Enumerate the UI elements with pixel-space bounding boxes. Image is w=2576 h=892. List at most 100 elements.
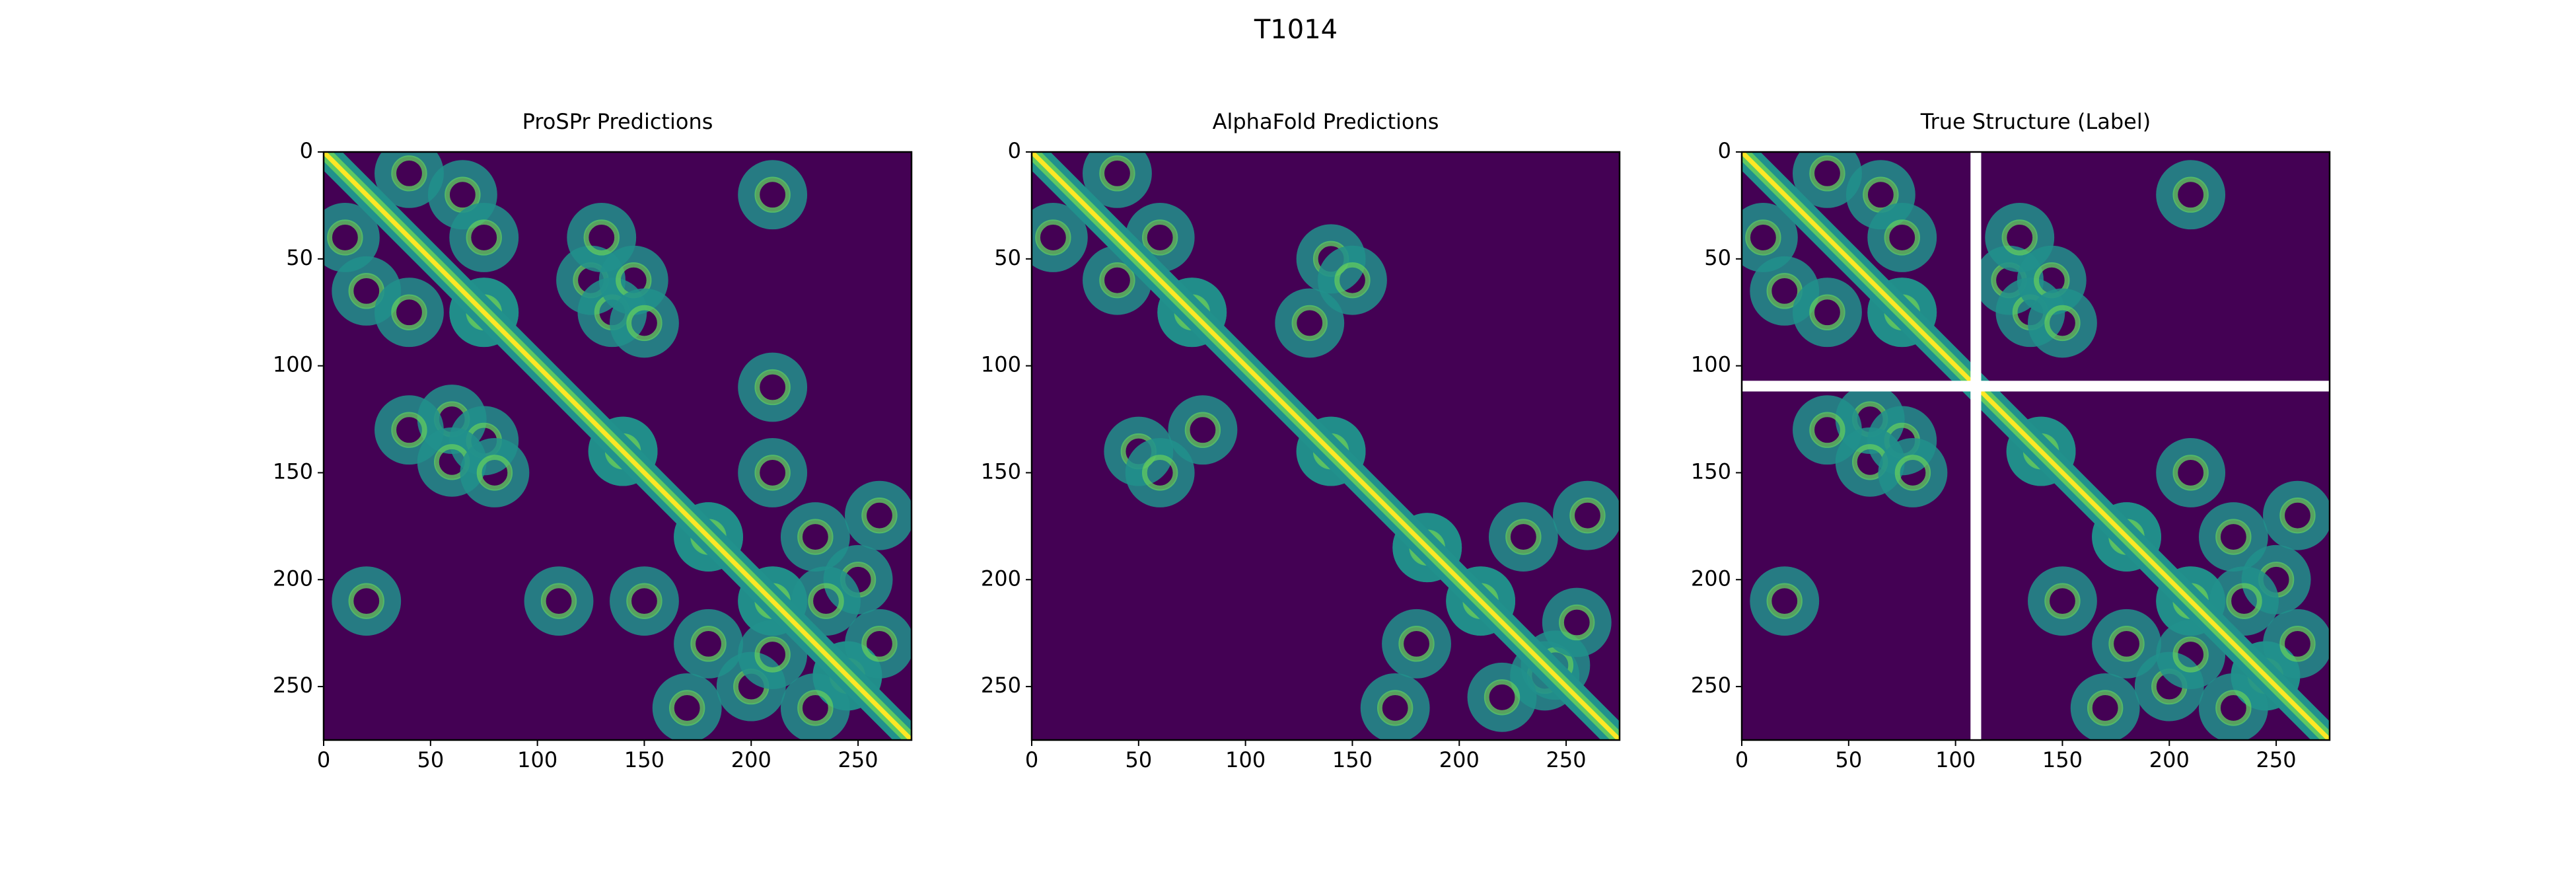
x-tick-label: 50	[1835, 747, 1862, 772]
contact-cluster-core	[861, 626, 898, 662]
contact-cluster	[1275, 288, 1345, 358]
contact-cluster	[1446, 566, 1516, 636]
y-tick-label: 0	[1718, 138, 1731, 163]
contact-cluster	[449, 203, 519, 272]
contact-cluster-core	[754, 369, 791, 406]
contact-cluster	[1382, 609, 1451, 679]
contact-cluster-core	[808, 583, 844, 619]
plot-frame	[322, 151, 913, 741]
contact-cluster	[2263, 609, 2330, 679]
contact-cluster-core	[2001, 219, 2038, 256]
contact-cluster-core	[1809, 155, 1845, 192]
mask-column	[1970, 152, 1982, 740]
x-tick-label: 200	[1439, 747, 1480, 772]
contact-cluster-core	[348, 273, 384, 309]
contact-cluster-core	[1559, 604, 1595, 641]
y-tick-label: 150	[273, 459, 313, 484]
plot-frame	[1030, 151, 1621, 741]
contact-cluster	[524, 566, 594, 636]
contact-cluster	[674, 502, 743, 572]
contact-cluster	[2156, 160, 2226, 230]
contact-cluster	[780, 502, 850, 572]
contact-cluster-core	[391, 155, 427, 192]
contact-cluster	[1360, 673, 1430, 740]
contact-cluster	[375, 278, 444, 348]
contact-cluster-core	[466, 219, 502, 256]
contact-cluster	[1742, 203, 1798, 272]
contact-cluster	[1985, 203, 2055, 272]
contact-cluster-core	[2226, 583, 2262, 619]
contact-cluster-core	[391, 412, 427, 448]
contact-cluster-core	[1398, 626, 1435, 662]
contact-cluster-core	[1745, 219, 1781, 256]
contact-cluster	[2263, 480, 2330, 550]
contact-cluster	[1467, 662, 1537, 732]
contact-cluster-core	[626, 583, 662, 619]
contact-cluster	[460, 438, 530, 507]
contact-cluster-core	[1141, 219, 1178, 256]
x-tick-label: 0	[1735, 747, 1748, 772]
contact-cluster	[324, 203, 380, 272]
contact-cluster-core	[797, 519, 834, 555]
contact-cluster	[1083, 152, 1152, 208]
heatmap	[1032, 152, 1620, 740]
contact-cluster	[1318, 245, 1387, 315]
contact-cluster	[1032, 203, 1088, 272]
contact-cluster-core	[1099, 262, 1135, 299]
contact-cluster-core	[2044, 305, 2081, 342]
contact-cluster-core	[2172, 455, 2209, 491]
contact-cluster	[1750, 566, 1820, 636]
contact-cluster	[1168, 395, 1238, 465]
contact-cluster	[652, 673, 722, 740]
contact-cluster-core	[2215, 690, 2252, 726]
contact-cluster-core	[1894, 455, 1931, 491]
contact-cluster	[610, 566, 679, 636]
contact-cluster	[610, 288, 679, 358]
contact-cluster	[2028, 288, 2097, 358]
contact-cluster	[1488, 502, 1558, 572]
x-tick-label: 250	[2256, 747, 2297, 772]
y-tick-label: 100	[981, 352, 1021, 377]
contact-cluster	[2006, 416, 2076, 486]
diagonal-core	[1742, 152, 2330, 740]
contact-cluster-core	[583, 219, 620, 256]
y-tick-label: 250	[1691, 673, 1731, 698]
contact-cluster	[332, 566, 402, 636]
contact-cluster	[375, 395, 444, 465]
contact-cluster-core	[626, 305, 662, 342]
contact-cluster	[1793, 152, 1862, 208]
contact-cluster	[1296, 416, 1366, 486]
contact-cluster-core	[2172, 636, 2209, 673]
contact-cluster	[845, 480, 912, 550]
plot-frame	[1740, 151, 2331, 741]
contact-cluster-core	[754, 636, 791, 673]
contact-cluster	[375, 152, 444, 208]
mask-row	[1742, 381, 2330, 392]
contact-cluster	[738, 160, 808, 230]
y-tick-label: 100	[273, 352, 313, 377]
contact-cluster	[588, 416, 658, 486]
y-tick-label: 200	[273, 566, 313, 591]
y-tick-label: 100	[1691, 352, 1731, 377]
contact-cluster	[1867, 203, 1937, 272]
y-tick-label: 0	[1008, 138, 1021, 163]
contact-cluster-core	[1099, 155, 1135, 192]
x-tick-label: 200	[2149, 747, 2190, 772]
contact-cluster-core	[327, 219, 363, 256]
subplot-title: True Structure (Label)	[1920, 109, 2151, 134]
contact-cluster-core	[1766, 273, 1803, 309]
contact-cluster-core	[754, 176, 791, 213]
contact-cluster-core	[2279, 626, 2316, 662]
contact-cluster-core	[668, 690, 705, 726]
contact-cluster-core	[1484, 679, 1521, 716]
contact-cluster	[1793, 278, 1862, 348]
subplot-title: AlphaFold Predictions	[1213, 109, 1439, 134]
contact-cluster-core	[348, 583, 384, 619]
y-tick-label: 50	[286, 245, 313, 270]
contact-cluster-core	[1035, 219, 1071, 256]
x-tick-label: 50	[1125, 747, 1152, 772]
contact-cluster	[2156, 438, 2226, 507]
contact-cluster	[1157, 278, 1227, 348]
contact-cluster-core	[1809, 294, 1845, 330]
contact-cluster-core	[391, 294, 427, 330]
